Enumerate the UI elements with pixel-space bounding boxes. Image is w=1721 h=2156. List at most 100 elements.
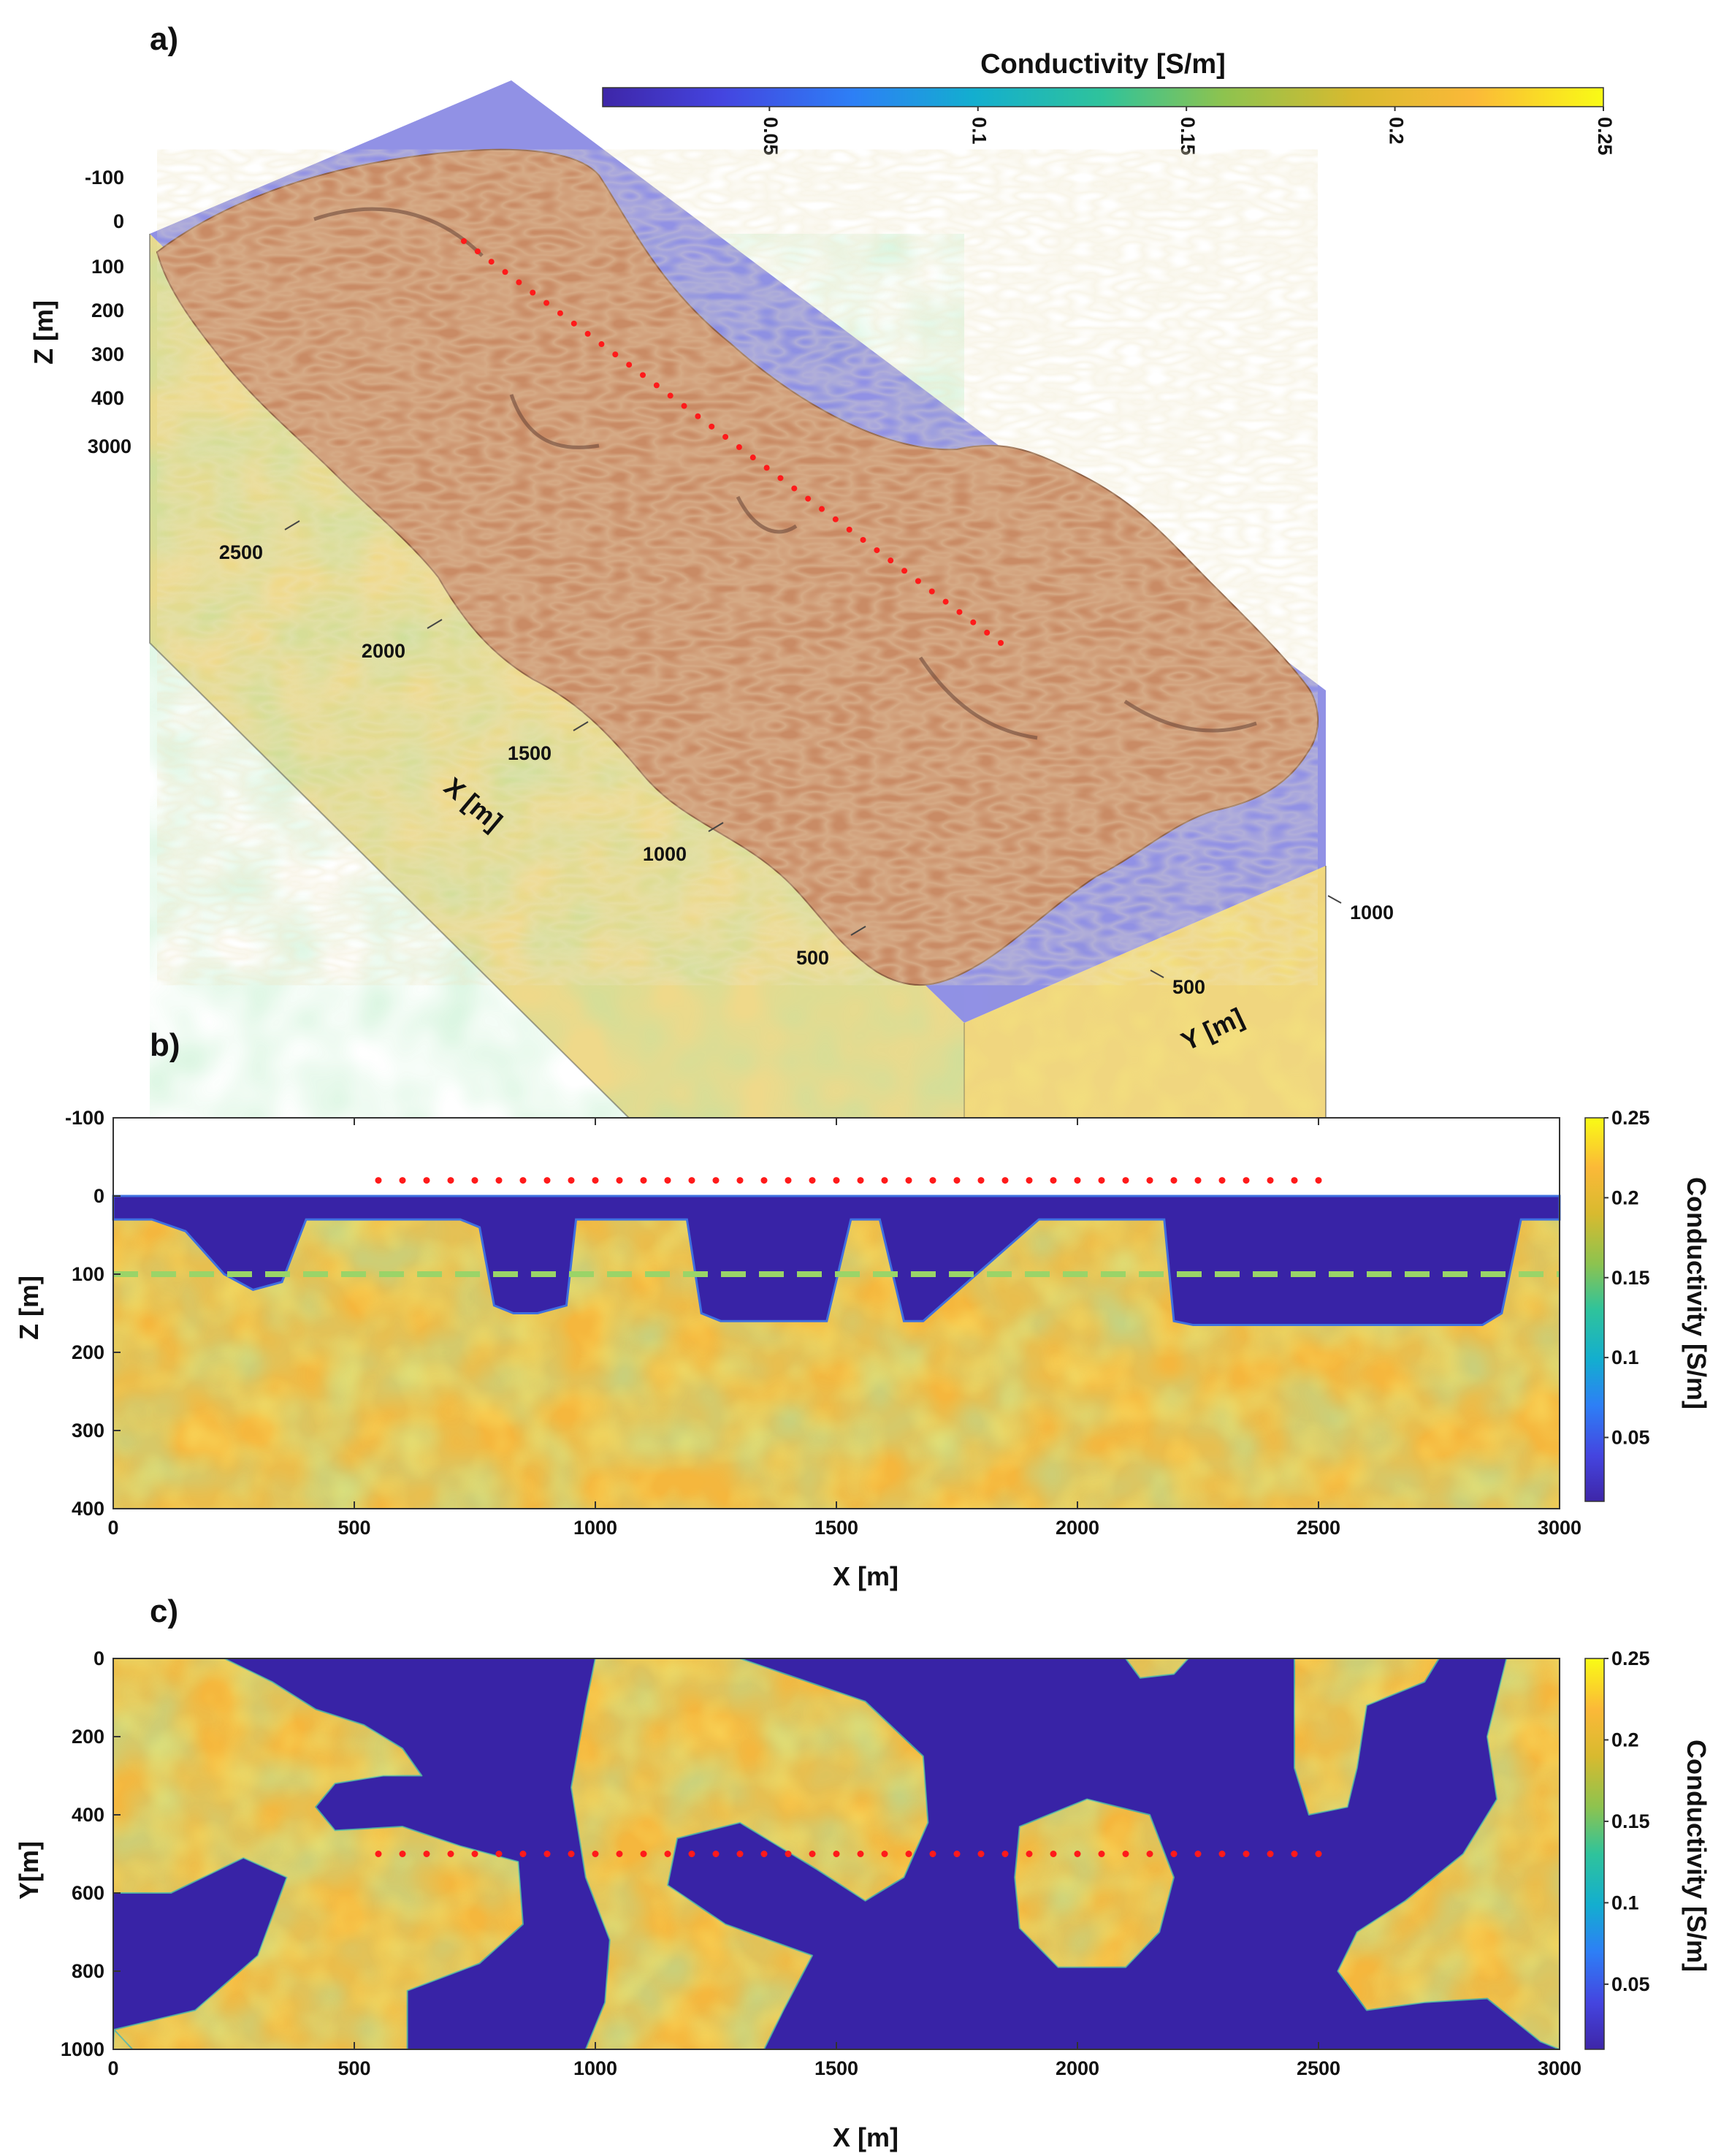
panel-b-xtick-label: 1000	[573, 1517, 617, 1539]
panel-b-colorbar-tick-label: 0.05	[1611, 1427, 1650, 1449]
panel-b-xlabel: X [m]	[833, 1561, 898, 1591]
panel-b-receiver-dot	[905, 1177, 912, 1184]
panel-b-colorbar-label: Conductivity [S/m]	[1682, 1177, 1712, 1409]
panel-b-receiver-dot	[543, 1177, 551, 1184]
receiver-dot-3d	[888, 557, 894, 564]
panel-a-letter: a)	[150, 21, 178, 57]
receiver-dot-3d	[653, 382, 660, 389]
x-tick-label: 500	[796, 947, 829, 969]
panel-c-colorbar-tick-label: 0.25	[1611, 1648, 1650, 1669]
panel-b-water-layer	[112, 1195, 1561, 1327]
panel-b-letter: b)	[150, 1027, 180, 1063]
panel-b-xtick-label: 500	[337, 1517, 370, 1539]
z-tick-label: 300	[91, 343, 124, 365]
panel-b-receiver-dot	[1026, 1177, 1033, 1184]
panel-b-ytick-label: 300	[72, 1420, 104, 1441]
receiver-dot-3d	[942, 598, 949, 605]
panel-c-receiver-dot	[543, 1851, 551, 1857]
x-tick-mark	[427, 619, 443, 629]
panel-c-plot: 0 500 1000 1500 2000 2500 3000 0 200 400 600 800 100…	[61, 1648, 1650, 2079]
panel-b-receiver-dot	[688, 1177, 695, 1184]
panel-b-receiver-dot	[1267, 1177, 1274, 1184]
panel-c-ytick-label: 0	[94, 1648, 104, 1669]
panel-b-receiver-dot	[977, 1177, 985, 1184]
colorbar-tick-label: 0.1	[969, 117, 991, 145]
panel-b-receiver-dot	[953, 1177, 961, 1184]
panel-c-xtick-label: 2000	[1056, 2057, 1099, 2079]
panel-c-xtick-label: 500	[337, 2057, 370, 2079]
z-tick-label: 100	[91, 256, 124, 278]
panel-c-colorbar-tick-label: 0.05	[1611, 1973, 1650, 1995]
panel-b-receiver-dot	[1146, 1177, 1153, 1184]
receiver-dot-3d	[984, 629, 991, 636]
panel-c-letter: c)	[150, 1593, 178, 1629]
panel-b-receiver-dot	[375, 1177, 382, 1184]
receiver-dot-3d	[681, 403, 687, 409]
receiver-dot-3d	[901, 568, 908, 574]
panel-c-receiver-dot	[1194, 1851, 1202, 1857]
seafloor-contour-texture	[157, 149, 1318, 986]
x-tick-label: 3000	[88, 435, 131, 457]
panel-a-receivers	[461, 238, 1004, 646]
panel-b-receiver-dot	[447, 1177, 454, 1184]
panel-c-receiver-dot	[1291, 1851, 1298, 1857]
panel-c-xtick-label: 1500	[814, 2057, 858, 2079]
receiver-dot-3d	[571, 320, 577, 327]
panel-c-xtick-label: 2500	[1297, 2057, 1340, 2079]
x-tick-label: 2500	[219, 541, 263, 563]
x-tick-mark	[708, 822, 724, 832]
panel-b-receiver-dot	[1122, 1177, 1129, 1184]
panel-c-receiver-dot	[664, 1851, 671, 1857]
colorbar-tick-label: 0.15	[1177, 117, 1199, 156]
x-tick-label: 2000	[362, 640, 405, 662]
panel-c-colorbar	[1584, 1658, 1605, 2050]
panel-a-colorbar-title: Conductivity [S/m]	[980, 49, 1226, 80]
panel-b-xtick-label: 2000	[1056, 1517, 1099, 1539]
receiver-dot-3d	[612, 351, 619, 358]
receiver-dot-3d	[709, 423, 715, 430]
ridge-3	[736, 495, 798, 534]
y-tick-label: 500	[1172, 976, 1205, 998]
panel-c-receiver-dot	[1098, 1851, 1105, 1857]
receiver-dot-3d	[860, 536, 866, 543]
panel-c-receiver-dot	[471, 1851, 478, 1857]
panel-c-ytick-label: 600	[72, 1882, 104, 1904]
panel-b-colorbar-tick-label: 0.2	[1611, 1186, 1639, 1208]
panel-c-receiver-dot	[423, 1851, 430, 1857]
panel-b-ytick-label: 400	[72, 1498, 104, 1520]
panel-c-colorbar-label: Conductivity [S/m]	[1682, 1740, 1712, 1972]
receiver-dot-3d	[805, 495, 812, 502]
panel-c-xtick-label: 3000	[1538, 2057, 1581, 2079]
receiver-dot-3d	[749, 454, 756, 461]
panel-a-colorbar-ticks: 0.05 0.1 0.15 0.2 0.25	[760, 107, 1616, 156]
ridge-5	[1123, 699, 1257, 733]
panel-b-receiver-dot	[760, 1177, 768, 1184]
panel-c-ylabel: Y[m]	[14, 1841, 44, 1900]
receiver-dot-3d	[502, 269, 508, 275]
panel-b-xtick-label: 3000	[1538, 1517, 1581, 1539]
panel-c-ytick-label: 400	[72, 1804, 104, 1826]
panel-b-receiver-dot	[664, 1177, 671, 1184]
panel-c-receiver-dot	[905, 1851, 912, 1857]
receiver-dot-3d	[598, 341, 605, 348]
panel-c-receiver-dot	[399, 1851, 406, 1857]
panel-c-receiver-dot	[616, 1851, 623, 1857]
panel-b-receiver-dot	[1170, 1177, 1178, 1184]
panel-c-receiver-dot	[736, 1851, 744, 1857]
panel-c-receiver-dot	[1122, 1851, 1129, 1857]
panel-b-receiver-dot	[1098, 1177, 1105, 1184]
receiver-dot-3d	[461, 238, 467, 244]
y-tick-mark	[1327, 895, 1342, 904]
panel-c-receiver-dot	[375, 1851, 382, 1857]
receiver-dot-3d	[626, 362, 633, 368]
panel-c-ytick-label: 800	[72, 1960, 104, 1982]
panel-b-receiver-dot	[1243, 1177, 1250, 1184]
panel-c-xtick-label: 0	[107, 2057, 118, 2079]
panel-c-receiver-dot	[809, 1851, 816, 1857]
receiver-dot-3d	[970, 619, 977, 625]
panel-b-receiver-dot	[1315, 1177, 1322, 1184]
receiver-dot-3d	[874, 547, 880, 554]
panel-c-colorbar-tick-label: 0.15	[1611, 1810, 1650, 1832]
panel-c-receiver-dot	[785, 1851, 792, 1857]
z-tick-label: 400	[91, 387, 124, 409]
